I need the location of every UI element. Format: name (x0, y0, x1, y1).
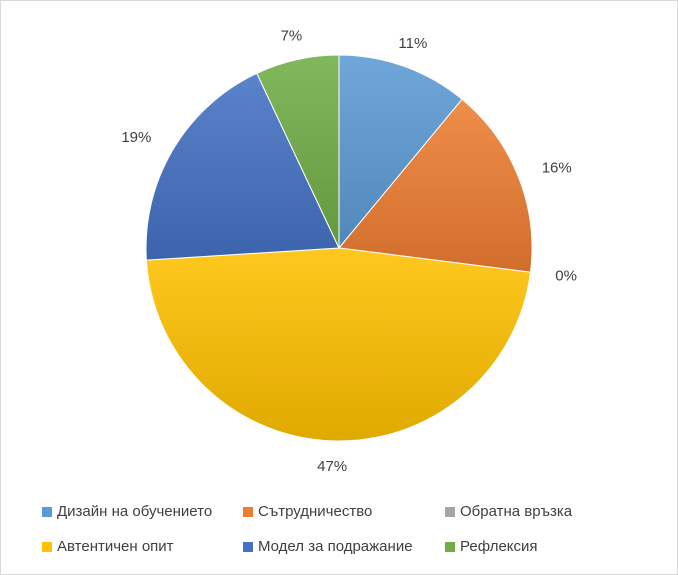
legend-swatch-0 (42, 506, 52, 517)
pie-slice-0 (338, 54, 463, 250)
data-label-2: 0% (555, 267, 577, 284)
legend-swatch-4 (243, 541, 253, 552)
legend-swatch-1 (243, 506, 253, 517)
legend-label-1: Сътрудничество (258, 503, 373, 520)
data-label-0: 11% (398, 35, 427, 52)
data-label-5: 7% (281, 27, 303, 44)
legend-item-5: Рефлексия (445, 538, 538, 555)
pie-slice-4 (145, 72, 340, 261)
data-label-4: 19% (121, 129, 151, 146)
legend-label-4: Модел за подражание (258, 538, 413, 555)
legend-item-2: Обратна връзка (445, 503, 572, 520)
legend-label-3: Автентичен опит (57, 538, 174, 555)
data-label-3: 47% (317, 458, 347, 475)
legend-label-5: Рефлексия (460, 538, 538, 555)
pie-slice-5 (256, 54, 340, 249)
legend-item-1: Сътрудничество (243, 503, 372, 520)
pie-slice-3 (145, 247, 532, 442)
pie-slice-1 (338, 98, 533, 273)
legend-swatch-2 (445, 506, 455, 517)
legend-label-0: Дизайн на обучението (57, 503, 213, 520)
legend-item-3: Автентичен опит (42, 538, 174, 555)
legend-label-2: Обратна връзка (460, 503, 573, 520)
legend-swatch-5 (445, 541, 455, 552)
data-label-1: 16% (542, 160, 572, 177)
legend-item-0: Дизайн на обучението (42, 503, 212, 520)
legend-swatch-3 (42, 541, 52, 552)
legend-item-4: Модел за подражание (243, 538, 413, 555)
